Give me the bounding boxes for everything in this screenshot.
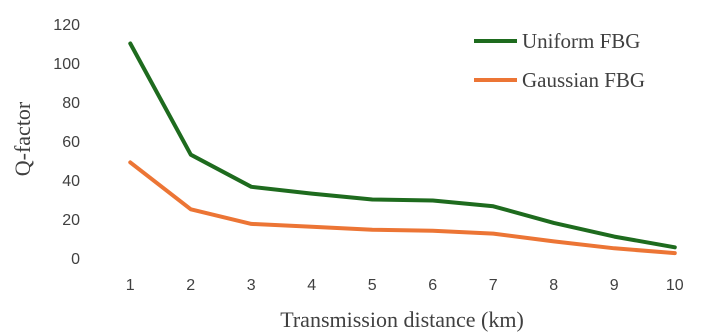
y-tick-label: 0	[71, 251, 80, 268]
x-tick-label: 3	[247, 277, 256, 294]
x-axis-ticks: 1 2 3 4 5 6 7 8 9 10	[126, 277, 684, 294]
x-axis-title: Transmission distance (km)	[280, 307, 524, 332]
y-tick-label: 40	[62, 173, 80, 190]
x-tick-label: 9	[610, 277, 619, 294]
x-tick-label: 4	[307, 277, 316, 294]
series-line-gaussian-fbg	[128, 160, 677, 256]
series-lines	[128, 41, 677, 256]
x-tick-label: 7	[489, 277, 498, 294]
y-tick-label: 20	[62, 212, 80, 229]
legend: Uniform FBG Gaussian FBG	[474, 29, 645, 92]
y-tick-label: 100	[53, 56, 80, 73]
legend-label-uniform-fbg: Uniform FBG	[522, 29, 640, 53]
y-tick-label: 80	[62, 95, 80, 112]
y-axis-title: Q-factor	[10, 101, 35, 176]
y-tick-label: 60	[62, 134, 80, 151]
x-tick-label: 6	[428, 277, 437, 294]
legend-label-gaussian-fbg: Gaussian FBG	[522, 68, 645, 92]
x-tick-label: 1	[126, 277, 135, 294]
series-line-uniform-fbg	[128, 41, 677, 250]
x-tick-label: 8	[549, 277, 558, 294]
y-axis-ticks: 0 20 40 60 80 100 120	[53, 17, 80, 268]
x-tick-label: 2	[186, 277, 195, 294]
x-tick-label: 10	[666, 277, 684, 294]
y-tick-label: 120	[53, 17, 80, 34]
x-tick-label: 5	[368, 277, 377, 294]
